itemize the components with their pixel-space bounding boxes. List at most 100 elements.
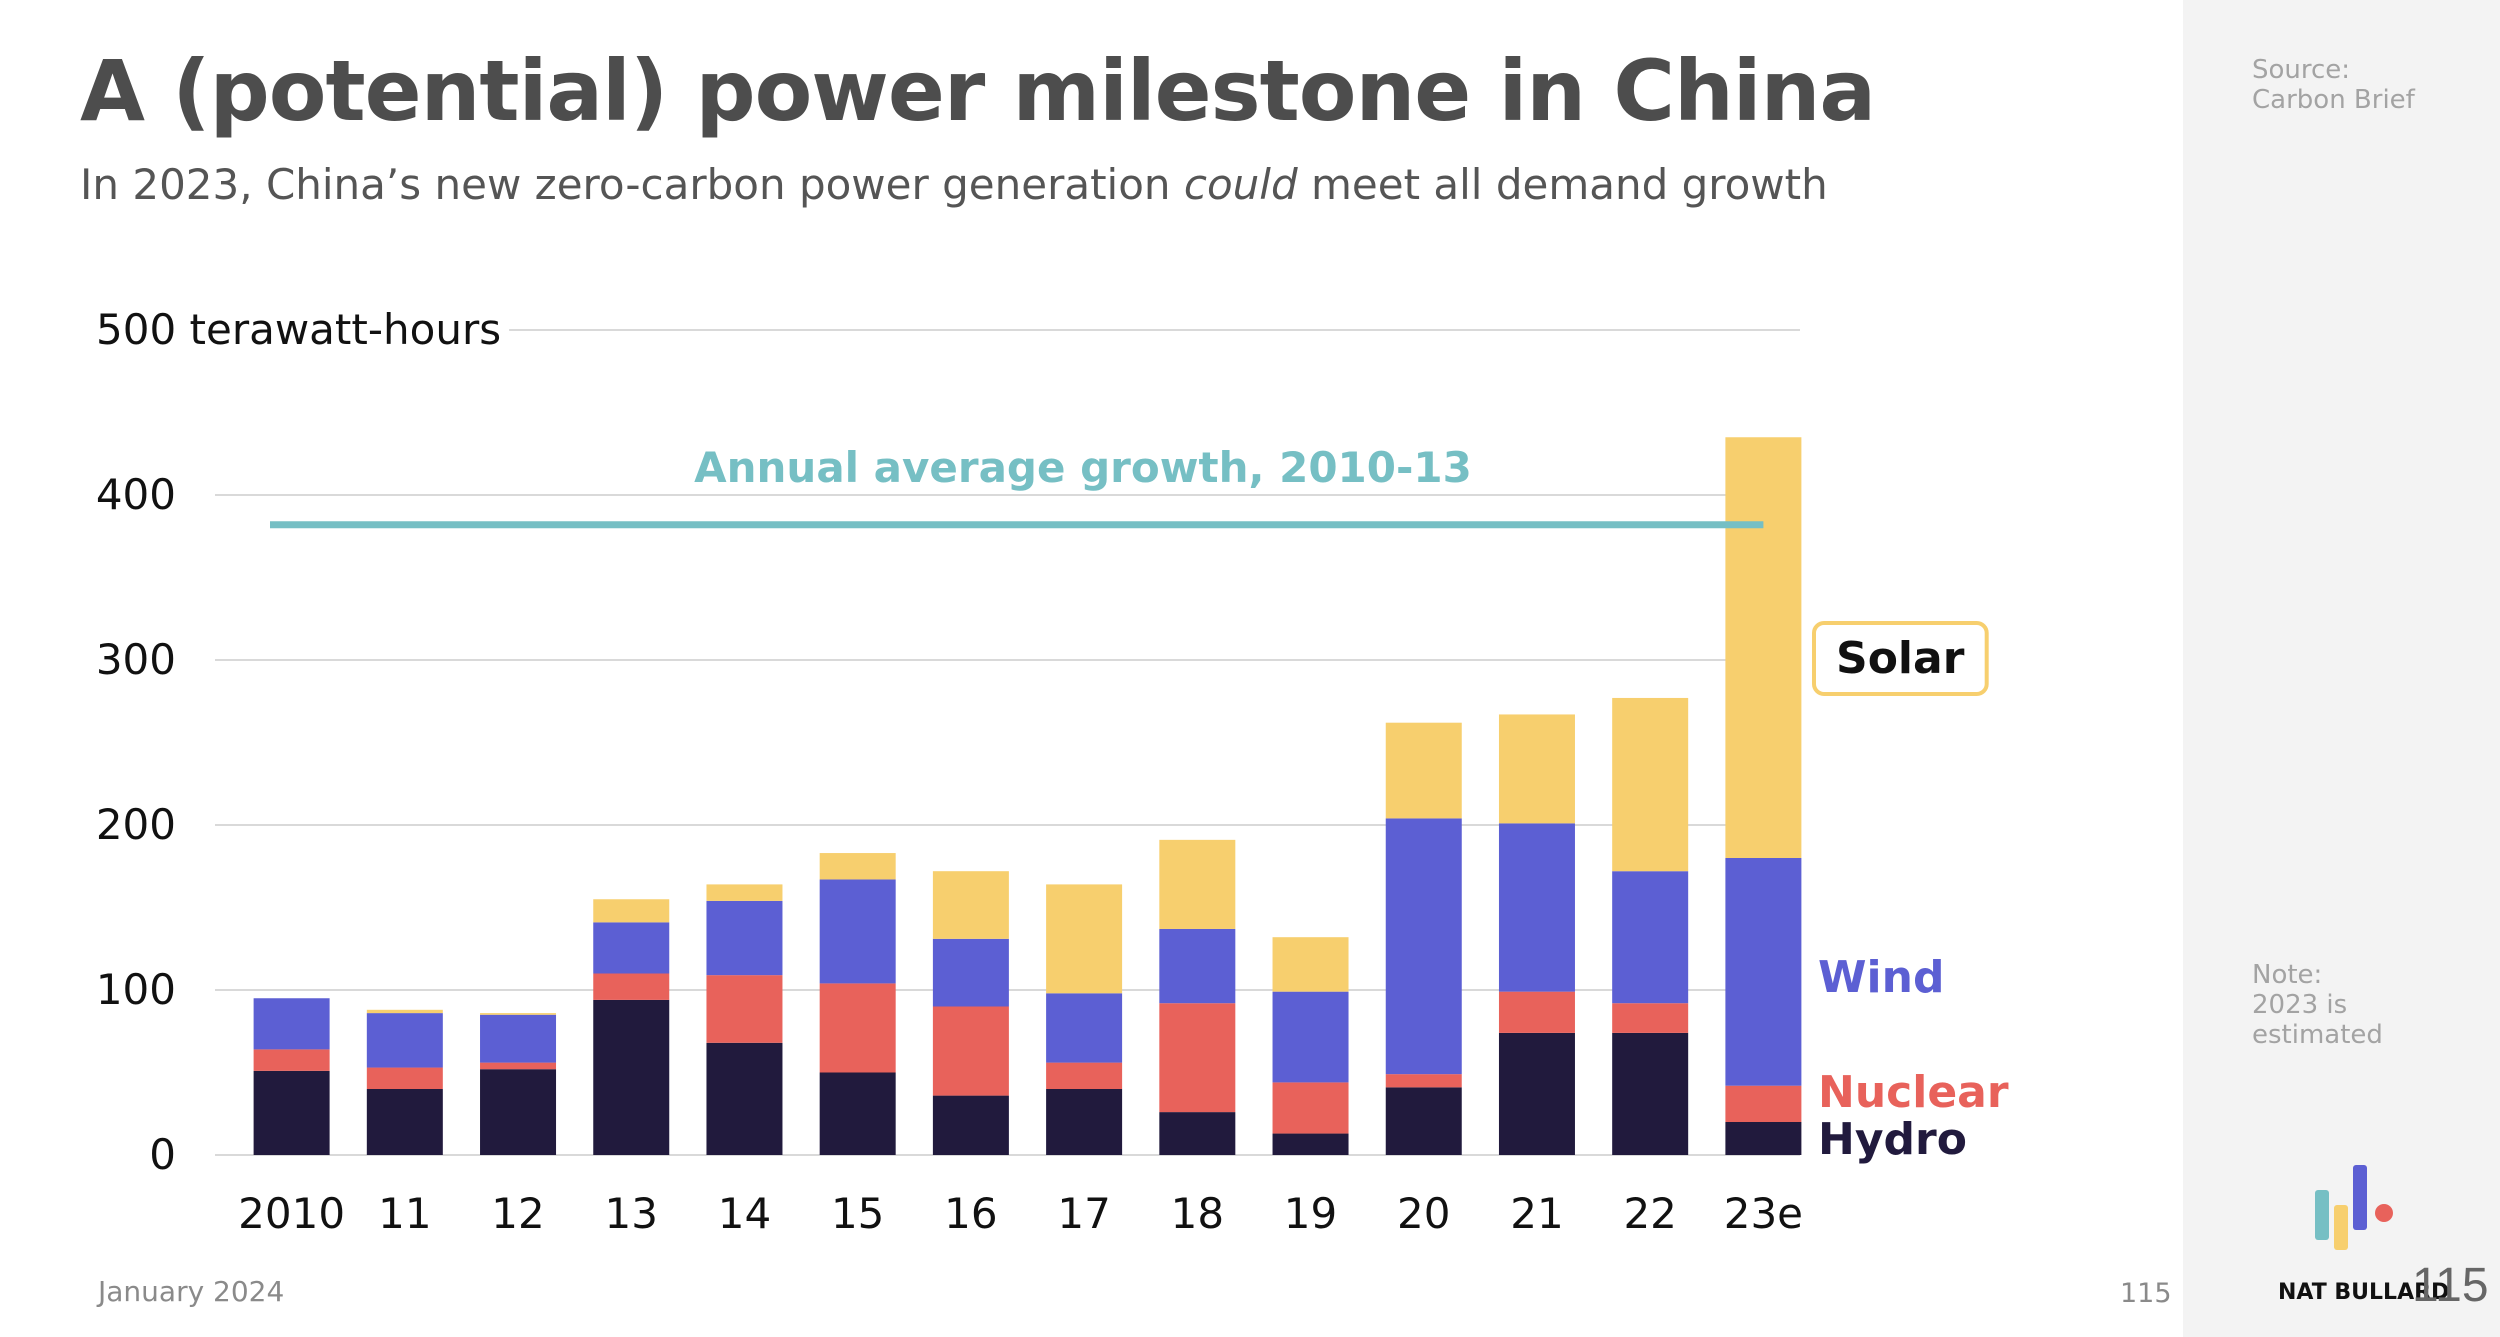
bar-segment-hydro (1385, 1087, 1462, 1155)
bar-segment-wind (1498, 823, 1575, 992)
source-note: Source: Carbon Brief (2252, 55, 2415, 115)
x-tick-label: 17 (1057, 1189, 1110, 1238)
unit-label-background (88, 301, 510, 358)
bar-segment-nuclear (1498, 991, 1575, 1033)
x-tick-label: 19 (1284, 1189, 1337, 1238)
y-tick-label: 300 (96, 635, 176, 684)
bar-segment-nuclear (1725, 1085, 1802, 1122)
note-line: 2023 is (2252, 990, 2348, 1020)
subtitle-text-after: meet all demand growth (1297, 160, 1828, 209)
growth-reference-label: Annual average growth, 2010-13 (694, 443, 1472, 492)
bar-segment-hydro (593, 999, 670, 1155)
x-tick-label: 21 (1510, 1189, 1563, 1238)
bar-segment-solar (593, 899, 670, 923)
page-number: 115 (2120, 1278, 2172, 1309)
bar-segment-wind (1385, 818, 1462, 1075)
bar-segment-hydro (480, 1069, 557, 1155)
bar-segment-nuclear (253, 1049, 330, 1071)
bar-segment-hydro (1725, 1122, 1802, 1155)
bar-segment-wind (1159, 928, 1236, 1004)
y-tick-label: 100 (96, 965, 176, 1014)
bar-segment-nuclear (593, 973, 670, 1000)
bar-segment-wind (480, 1014, 557, 1063)
bar-segment-hydro (819, 1072, 896, 1155)
legend-label-nuclear: Nuclear (1818, 1067, 2009, 1118)
bar-segment-solar (1046, 884, 1123, 994)
subtitle-emphasis: could (1183, 160, 1298, 209)
y-tick-label: 400 (96, 470, 176, 519)
footer-date: January 2024 (98, 1275, 285, 1308)
y-tick-label: 0 (149, 1130, 176, 1179)
bar-segment-hydro (1159, 1112, 1236, 1155)
bar-segment-wind (366, 1013, 443, 1068)
bar-segment-hydro (253, 1070, 330, 1155)
bar-segment-solar (1385, 722, 1462, 819)
x-tick-label: 14 (718, 1189, 771, 1238)
bar-segment-nuclear (932, 1006, 1009, 1096)
x-tick-label: 11 (378, 1189, 431, 1238)
page-number-large: 115 (2412, 1259, 2489, 1312)
note-label: Note: (2252, 960, 2323, 990)
brand-name: NAT BULLARD (2278, 1280, 2450, 1305)
y-tick-label: 500 terawatt-hours (96, 305, 501, 354)
bar-segment-nuclear (480, 1062, 557, 1070)
legend-solar-box (1812, 621, 1989, 696)
bar-segment-wind (253, 998, 330, 1050)
source-label: Source: (2252, 55, 2351, 85)
x-tick-label: 12 (491, 1189, 544, 1238)
legend-label-solar: Solar (1836, 633, 1965, 684)
bar-segment-solar (366, 1009, 443, 1014)
bar-segment-nuclear (1612, 1003, 1689, 1033)
bar-segment-nuclear (1385, 1074, 1462, 1088)
bar-segment-wind (819, 879, 896, 984)
bar-segment-solar (1272, 937, 1349, 992)
bar-segment-nuclear (366, 1067, 443, 1089)
side-panel (2183, 0, 2500, 1337)
x-tick-label: 23e (1724, 1189, 1803, 1238)
bar-segment-nuclear (706, 975, 783, 1043)
estimate-note: Note: 2023 is estimated (2252, 960, 2383, 1050)
bar-segment-hydro (706, 1042, 783, 1155)
bar-segment-hydro (1046, 1089, 1123, 1155)
x-tick-label: 2010 (238, 1189, 345, 1238)
bar-segment-wind (706, 900, 783, 976)
x-tick-label: 20 (1397, 1189, 1450, 1238)
bar-segment-nuclear (819, 983, 896, 1073)
y-tick-label: 200 (96, 800, 176, 849)
bar-segment-hydro (1272, 1133, 1349, 1155)
bar-segment-solar (1498, 714, 1575, 824)
page-title: A (potential) power milestone in China (80, 42, 1876, 140)
x-tick-label: 22 (1623, 1189, 1676, 1238)
bar-segment-solar (1159, 839, 1236, 929)
bar-segment-nuclear (1046, 1062, 1123, 1089)
bar-segment-wind (932, 938, 1009, 1007)
bar-segment-hydro (1612, 1032, 1689, 1155)
bar-segment-wind (1612, 871, 1689, 1004)
subtitle-text-before: In 2023, China’s new zero-carbon power g… (80, 160, 1184, 209)
bar-segment-hydro (1498, 1032, 1575, 1155)
bar-segment-wind (1046, 993, 1123, 1063)
bar-segment-wind (593, 922, 670, 974)
x-tick-label: 15 (831, 1189, 884, 1238)
bar-segment-wind (1725, 858, 1802, 1086)
source-value: Carbon Brief (2252, 85, 2415, 115)
bar-segment-nuclear (1272, 1082, 1349, 1134)
bar-segment-wind (1272, 991, 1349, 1083)
bar-segment-solar (480, 1013, 557, 1015)
bar-segment-solar (819, 853, 896, 880)
x-tick-label: 13 (605, 1189, 658, 1238)
bar-segment-hydro (932, 1095, 1009, 1155)
nat-bullard-logo-icon (2315, 1165, 2393, 1250)
x-tick-label: 18 (1171, 1189, 1224, 1238)
legend-label-hydro: Hydro (1818, 1114, 1967, 1165)
x-tick-label: 16 (944, 1189, 997, 1238)
bar-segment-nuclear (1159, 1003, 1236, 1113)
bar-segment-solar (1612, 697, 1689, 872)
bar-segment-solar (706, 884, 783, 901)
bar-segment-solar (932, 871, 1009, 939)
bar-segment-solar (1725, 437, 1802, 858)
note-line: estimated (2252, 1020, 2383, 1050)
legend-label-wind: Wind (1818, 952, 1944, 1003)
bar-segment-hydro (366, 1089, 443, 1155)
